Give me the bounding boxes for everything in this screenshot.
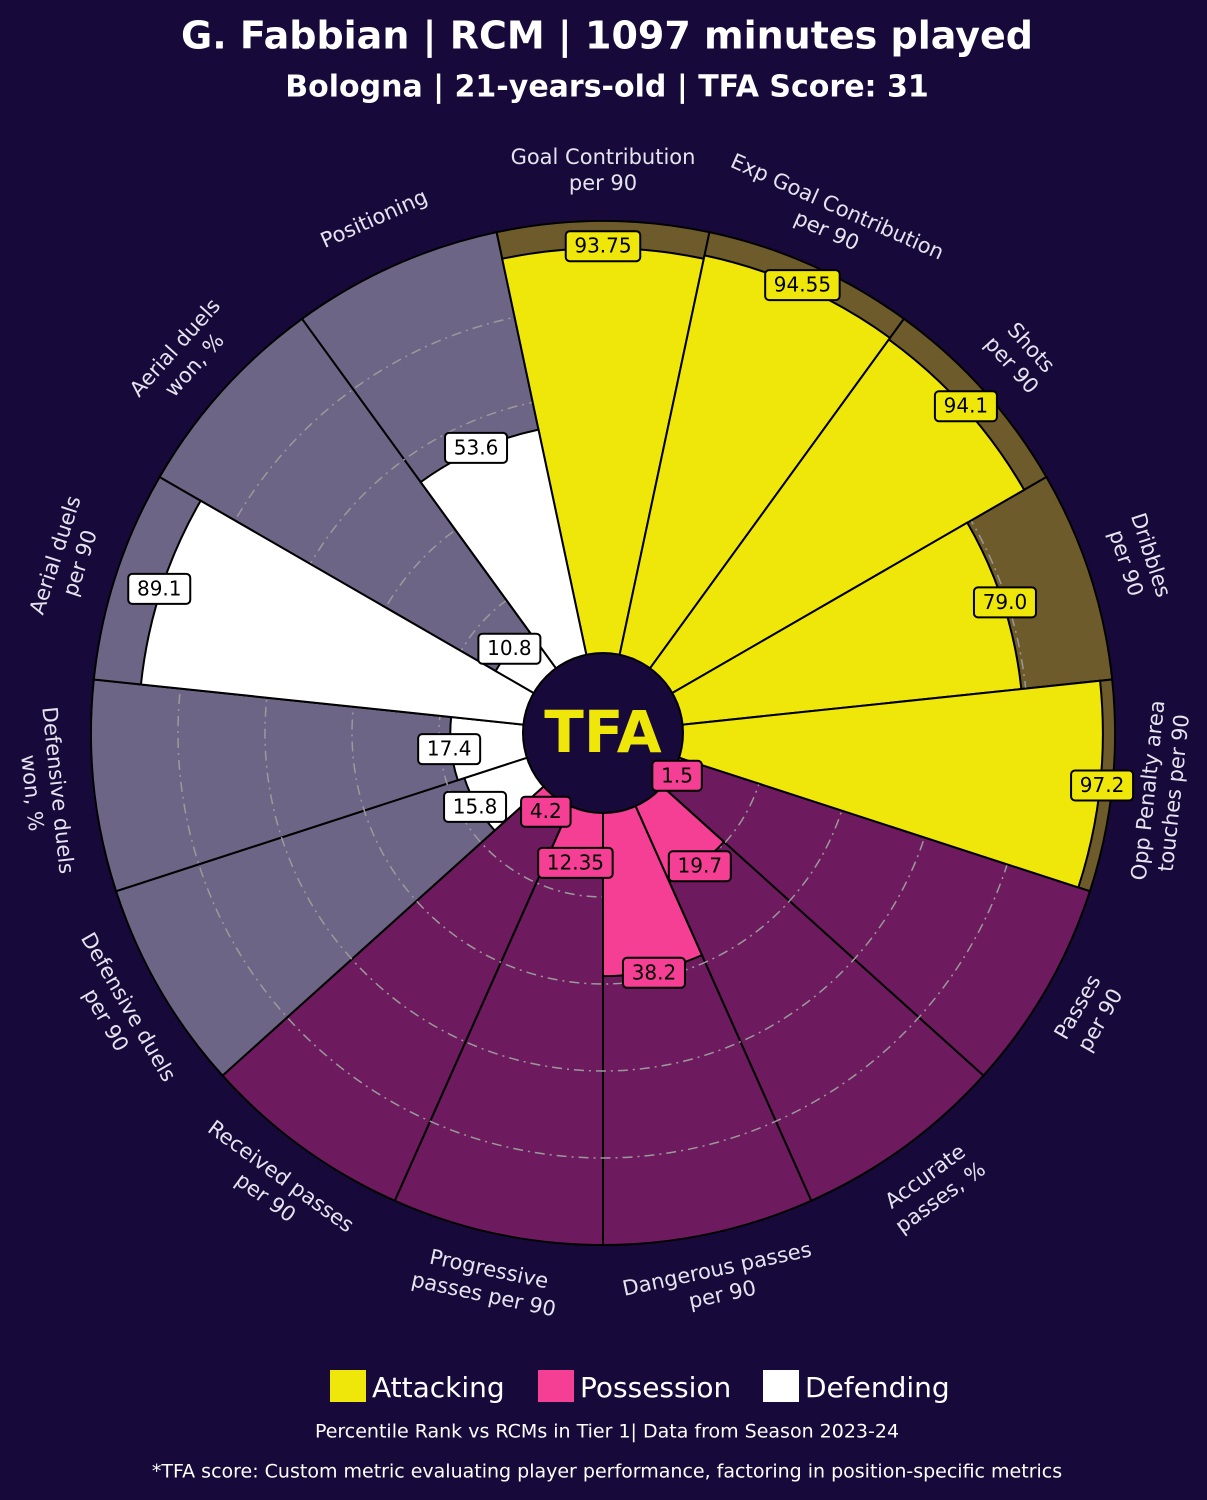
center-hole <box>522 652 684 814</box>
value-label: 97.2 <box>1080 773 1125 797</box>
value-label-box <box>564 230 642 263</box>
legend-swatch <box>763 1370 799 1402</box>
category-label-line: Goal Contribution <box>511 145 696 169</box>
value-label: 12.35 <box>547 850 604 874</box>
value-label-box <box>537 846 614 879</box>
value-label-box <box>764 269 841 302</box>
value-label-box <box>667 850 732 883</box>
category-label-line: per 90 <box>569 171 637 195</box>
value-label: 10.8 <box>487 636 532 660</box>
value-label: 19.7 <box>678 854 723 878</box>
value-label-box <box>444 431 509 464</box>
value-label-box <box>443 790 508 823</box>
value-label: 79.0 <box>983 590 1028 614</box>
value-label-box <box>651 759 703 792</box>
value-label: 53.6 <box>454 435 499 459</box>
legend-label: Attacking <box>372 1371 505 1404</box>
value-label: 15.8 <box>453 794 498 818</box>
value-label: 94.1 <box>944 394 989 418</box>
value-label: 93.75 <box>574 234 631 258</box>
value-label: 38.2 <box>632 960 677 984</box>
chart-subtitle: Bologna | 21-years-old | TFA Score: 31 <box>285 70 928 105</box>
value-label-box <box>1070 769 1135 802</box>
value-label: 17.4 <box>427 737 472 761</box>
value-label-box <box>127 572 192 605</box>
value-label-box <box>417 733 482 766</box>
value-label-box <box>933 390 998 423</box>
legend-swatch <box>538 1370 574 1402</box>
footnote: *TFA score: Custom metric evaluating pla… <box>152 1461 1062 1483</box>
value-label-box <box>477 632 542 665</box>
value-label-box <box>621 956 686 989</box>
value-label-box <box>520 795 572 828</box>
legend-swatch <box>330 1370 366 1402</box>
center-logo: TFA <box>544 698 662 766</box>
legend-label: Possession <box>580 1371 731 1404</box>
value-label: 89.1 <box>137 576 182 600</box>
chart-title: G. Fabbian | RCM | 1097 minutes played <box>181 14 1033 59</box>
value-label: 4.2 <box>530 799 562 823</box>
legend-label: Defending <box>805 1371 950 1404</box>
footnote: Percentile Rank vs RCMs in Tier 1| Data … <box>315 1421 899 1443</box>
value-label: 1.5 <box>661 763 693 787</box>
value-label-box <box>972 586 1037 619</box>
value-label: 94.55 <box>774 273 831 297</box>
